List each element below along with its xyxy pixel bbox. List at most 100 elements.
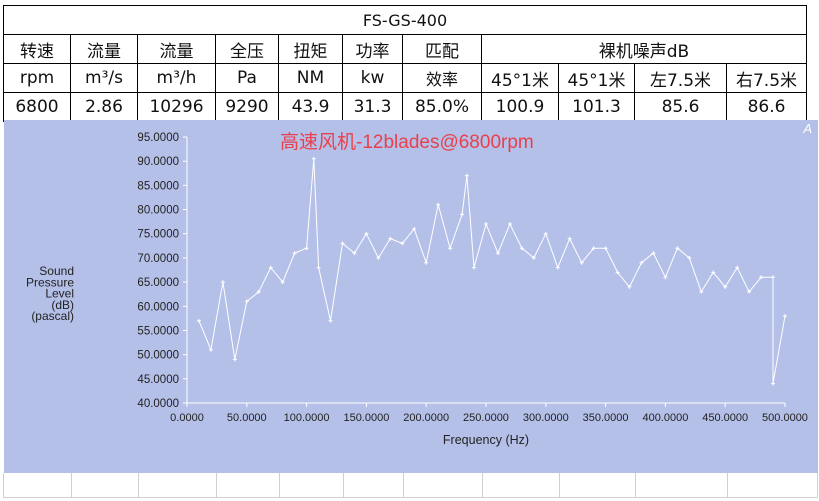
y-tick-label: 75.0000 <box>137 229 179 241</box>
data-point <box>771 381 776 386</box>
value-m3s: 2.86 <box>70 92 138 122</box>
data-point <box>747 289 752 294</box>
data-point <box>364 231 369 236</box>
data-point <box>687 255 692 260</box>
value-noise-right: 86.6 <box>726 92 807 122</box>
value-noise-left: 85.6 <box>634 92 727 122</box>
y-tick-label: 55.0000 <box>137 325 179 337</box>
value-pa: 9290 <box>215 92 279 122</box>
y-tick-label: 90.0000 <box>137 156 179 168</box>
data-point <box>639 260 644 265</box>
x-tick-label: 50.0000 <box>227 412 267 424</box>
data-point <box>232 357 237 362</box>
noise-col-1: 45°1米 <box>481 63 559 93</box>
spec-table: FS-GS-400 转速 流量 流量 全压 扭矩 功率 匹配 裸机噪声dB rp… <box>3 5 807 122</box>
x-tick-label: 250.0000 <box>463 412 509 424</box>
value-noise-2: 101.3 <box>558 92 635 122</box>
data-point <box>268 265 273 270</box>
data-point <box>603 246 608 251</box>
value-rpm: 6800 <box>3 92 71 122</box>
data-point <box>436 202 441 207</box>
y-axis-label-line: (dB) <box>51 298 74 312</box>
data-point <box>388 236 393 241</box>
data-point <box>723 284 728 289</box>
data-point <box>567 236 572 241</box>
y-tick-label: 50.0000 <box>137 350 179 362</box>
unit-m3s: m³/s <box>70 63 138 93</box>
y-tick-label: 80.0000 <box>137 205 179 217</box>
y-axis-label-line: Level <box>45 287 74 301</box>
unit-rpm: rpm <box>3 63 71 93</box>
data-point <box>304 246 309 251</box>
y-tick-label: 40.0000 <box>137 398 179 410</box>
unit-efficiency: 效率 <box>402 63 482 93</box>
x-tick-label: 100.0000 <box>284 412 330 424</box>
data-point <box>495 251 500 256</box>
data-point <box>663 275 668 280</box>
data-point <box>519 246 524 251</box>
value-kw: 31.3 <box>342 92 403 122</box>
x-tick-label: 450.0000 <box>702 412 748 424</box>
header-flow-m3s: 流量 <box>70 34 138 64</box>
data-point <box>579 260 584 265</box>
data-point <box>208 347 213 352</box>
data-point <box>771 275 776 280</box>
spectrum-line <box>198 158 786 385</box>
header-total-pressure: 全压 <box>215 34 279 64</box>
header-flow-m3h: 流量 <box>137 34 216 64</box>
data-point <box>352 251 357 256</box>
data-point <box>292 251 297 256</box>
noise-col-2: 45°1米 <box>558 63 635 93</box>
unit-nm: NM <box>278 63 343 93</box>
data-point <box>555 265 560 270</box>
y-axis-label-line: Pressure <box>26 275 74 289</box>
data-point <box>531 255 536 260</box>
data-point <box>699 289 704 294</box>
data-point <box>472 265 477 270</box>
data-point <box>244 299 249 304</box>
data-point <box>507 222 512 227</box>
data-point <box>400 241 405 246</box>
data-point <box>448 246 453 251</box>
data-point <box>735 265 740 270</box>
unit-kw: kw <box>342 63 403 93</box>
unit-pa: Pa <box>215 63 279 93</box>
data-point <box>615 270 620 275</box>
x-tick-label: 400.0000 <box>642 412 688 424</box>
y-tick-label: 70.0000 <box>137 253 179 265</box>
data-point <box>316 265 321 270</box>
header-torque: 扭矩 <box>278 34 343 64</box>
data-point <box>280 280 285 285</box>
unit-m3h: m³/h <box>137 63 216 93</box>
data-point <box>675 246 680 251</box>
y-axis-label-line: Sound <box>39 264 74 278</box>
y-tick-label: 45.0000 <box>137 374 179 386</box>
data-point <box>311 156 316 161</box>
data-point <box>460 212 465 217</box>
x-tick-label: 500.0000 <box>762 412 808 424</box>
x-tick-label: 350.0000 <box>583 412 629 424</box>
data-point <box>376 255 381 260</box>
y-tick-label: 85.0000 <box>137 180 179 192</box>
data-point <box>464 173 469 178</box>
noise-col-right: 右7.5米 <box>726 63 807 93</box>
corner-mark: A <box>802 121 812 136</box>
data-point <box>256 289 261 294</box>
x-axis-label: Frequency (Hz) <box>443 433 529 447</box>
noise-col-left: 左7.5米 <box>634 63 727 93</box>
header-speed: 转速 <box>3 34 71 64</box>
x-tick-label: 0.0000 <box>170 412 204 424</box>
data-point <box>412 226 417 231</box>
header-power: 功率 <box>342 34 403 64</box>
data-point <box>783 313 787 318</box>
data-point <box>196 318 201 323</box>
value-nm: 43.9 <box>278 92 343 122</box>
x-tick-label: 150.0000 <box>343 412 389 424</box>
data-point <box>627 284 632 289</box>
value-efficiency: 85.0% <box>402 92 482 122</box>
x-tick-label: 300.0000 <box>523 412 569 424</box>
y-axis-label-line: (pascal) <box>31 309 74 323</box>
header-noise: 裸机噪声dB <box>481 34 807 64</box>
data-point <box>340 241 345 246</box>
value-m3h: 10296 <box>137 92 216 122</box>
